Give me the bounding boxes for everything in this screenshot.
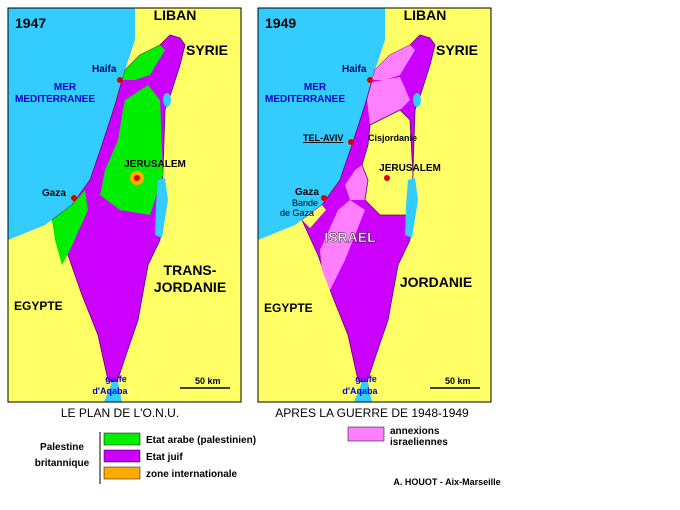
legend-label: Etat juif: [146, 452, 183, 463]
label: SYRIE: [436, 42, 478, 58]
label: EGYPTE: [264, 301, 313, 315]
legend-swatch: [103, 449, 141, 463]
map-1947: 1947 LIBAN SYRIE MER MEDITERRANEE Haifa …: [7, 7, 242, 420]
gulf: [354, 382, 372, 402]
label: MER: [304, 82, 327, 93]
city: [117, 77, 123, 83]
annexation: [320, 200, 365, 290]
lake: [413, 93, 421, 107]
label: Gaza: [295, 187, 319, 198]
label: Haifa: [342, 64, 367, 75]
label: JERUSALEM: [124, 159, 186, 170]
arab-state: [122, 45, 165, 80]
city: [384, 175, 390, 181]
label: MER: [54, 82, 77, 93]
label: LIBAN: [404, 7, 447, 23]
legend-label: Etat arabe (palestinien): [146, 435, 256, 446]
arab-state: [100, 85, 163, 215]
cisjordanie: [361, 109, 414, 216]
legend-swatch: [347, 426, 385, 442]
annexation: [345, 165, 368, 200]
legend-label: zone internationale: [146, 469, 238, 480]
gulf: [104, 382, 122, 402]
legend-label: annexions: [390, 426, 440, 437]
legend-swatch: [103, 432, 141, 446]
legend-swatch: [103, 466, 141, 480]
label: 50 km: [195, 376, 221, 386]
map-1949: 1949 LIBAN SYRIE MER MEDITERRANEE Haifa …: [257, 7, 492, 420]
dead-sea: [405, 178, 418, 238]
label: SYRIE: [186, 42, 228, 58]
dead-sea: [155, 178, 168, 238]
label: JORDANIE: [400, 274, 472, 290]
frame: [7, 7, 242, 403]
city: [367, 77, 373, 83]
city: [71, 195, 77, 201]
legend-group: Palestine: [40, 442, 84, 453]
gaza-strip: [302, 205, 326, 228]
year: 1947: [15, 15, 46, 31]
label: TRANS-: [164, 262, 217, 278]
label: Bande: [292, 198, 318, 208]
legend-group: britannique: [35, 458, 90, 469]
label: Cisjordanie: [368, 133, 417, 143]
year: 1949: [265, 15, 296, 31]
label: golfe: [355, 374, 377, 384]
arab-state: [52, 190, 88, 265]
caption: LE PLAN DE L'O.N.U.: [61, 406, 179, 420]
label: de Gaza: [280, 208, 314, 218]
label: Haifa: [92, 64, 117, 75]
label: 50 km: [445, 376, 471, 386]
label: golfe: [105, 374, 127, 384]
label: JERUSALEM: [379, 163, 441, 174]
label: ISRAEL: [324, 229, 376, 245]
city: [134, 175, 140, 181]
legend-label: israeliennes: [390, 437, 448, 448]
annexation: [367, 77, 410, 125]
annexation: [372, 45, 415, 80]
credit: A. HOUOT - Aix-Marseille: [393, 477, 500, 487]
caption: APRES LA GUERRE DE 1948-1949: [275, 406, 469, 420]
label: LIBAN: [154, 7, 197, 23]
label: d'Aqaba: [92, 386, 128, 396]
city: [321, 195, 327, 201]
label: TEL-AVIV: [303, 133, 343, 143]
sea: [8, 8, 135, 240]
label: d'Aqaba: [342, 386, 378, 396]
frame: [257, 7, 492, 403]
legend: Palestine britannique Etat arabe (palest…: [35, 426, 501, 487]
label: JORDANIE: [154, 279, 226, 295]
label: MEDITERRANEE: [265, 94, 345, 105]
city: [348, 139, 354, 145]
sea: [258, 8, 385, 240]
label: MEDITERRANEE: [15, 94, 95, 105]
lake: [163, 93, 171, 107]
label: Gaza: [42, 188, 66, 199]
label: EGYPTE: [14, 299, 63, 313]
